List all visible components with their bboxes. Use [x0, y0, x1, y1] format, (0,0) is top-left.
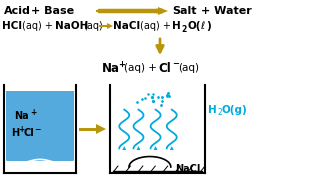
Text: O(g): O(g) — [221, 105, 247, 115]
Polygon shape — [96, 10, 160, 12]
Text: O(: O( — [187, 21, 201, 31]
Polygon shape — [99, 25, 108, 27]
Text: HCl: HCl — [2, 21, 22, 31]
Text: −: − — [34, 125, 40, 134]
Polygon shape — [96, 124, 106, 134]
Text: (aq) +: (aq) + — [140, 21, 171, 31]
Text: + Base: + Base — [31, 6, 74, 16]
Polygon shape — [79, 127, 98, 130]
Text: Acid: Acid — [4, 6, 31, 16]
Text: ): ) — [206, 21, 211, 31]
Text: 2: 2 — [181, 24, 186, 33]
Bar — [6, 91, 74, 161]
Text: Salt: Salt — [172, 6, 196, 16]
Text: (aq) +: (aq) + — [22, 21, 53, 31]
Text: ℓ: ℓ — [200, 21, 204, 31]
Text: NaCl: NaCl — [113, 21, 140, 31]
Text: (aq): (aq) — [178, 63, 199, 73]
Text: + Water: + Water — [201, 6, 252, 16]
Text: NaCl: NaCl — [175, 164, 200, 174]
Text: +: + — [18, 125, 24, 134]
Text: (aq): (aq) — [83, 21, 103, 31]
Text: NaOH: NaOH — [55, 21, 88, 31]
Text: H: H — [208, 105, 217, 115]
Text: H: H — [172, 21, 181, 31]
Text: Cl: Cl — [158, 62, 171, 75]
Text: +: + — [118, 60, 125, 69]
Text: H: H — [11, 128, 19, 138]
Polygon shape — [107, 23, 113, 29]
Text: (aq) +: (aq) + — [124, 63, 157, 73]
Text: +: + — [30, 108, 36, 117]
Text: 2: 2 — [217, 108, 222, 117]
Text: −: − — [172, 60, 179, 69]
Polygon shape — [158, 7, 168, 15]
Text: Na: Na — [102, 62, 120, 75]
Text: Cl: Cl — [24, 128, 35, 138]
Text: Na: Na — [14, 111, 28, 121]
